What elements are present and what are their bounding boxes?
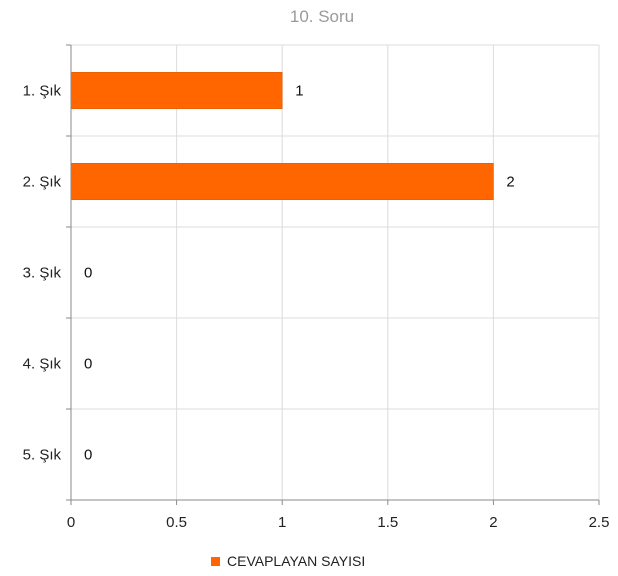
grid bbox=[71, 44, 600, 500]
data-label: 0 bbox=[84, 265, 92, 282]
axes: 0 0.5 1 1.5 2 2.5 1. Şık 2. Şık 3. Şık 4. Şık 5. Ş… bbox=[23, 44, 610, 531]
bar bbox=[70, 72, 283, 109]
x-tick-label: 2.5 bbox=[589, 514, 610, 531]
data-label: 1 bbox=[295, 83, 303, 100]
data-label: 2 bbox=[506, 174, 514, 191]
data-label: 0 bbox=[84, 447, 92, 464]
y-category-label: 4. Şık bbox=[23, 356, 62, 373]
chart-title: 10. Soru bbox=[290, 7, 354, 26]
legend-label: CEVAPLAYAN SAYISI bbox=[227, 553, 365, 569]
legend-swatch bbox=[211, 557, 220, 566]
y-category-label: 5. Şık bbox=[23, 447, 62, 464]
x-tick-label: 1.5 bbox=[377, 514, 398, 531]
data-label: 0 bbox=[84, 356, 92, 373]
x-tick-label: 1 bbox=[278, 514, 286, 531]
bars: 1 2 0 0 0 bbox=[70, 72, 515, 464]
y-category-label: 3. Şık bbox=[23, 265, 62, 282]
bar bbox=[70, 163, 494, 200]
x-tick-label: 0.5 bbox=[166, 514, 187, 531]
y-category-label: 1. Şık bbox=[23, 83, 62, 100]
x-tick-label: 0 bbox=[67, 514, 75, 531]
y-category-label: 2. Şık bbox=[23, 174, 62, 191]
legend: CEVAPLAYAN SAYISI bbox=[211, 553, 365, 569]
x-tick-label: 2 bbox=[489, 514, 497, 531]
